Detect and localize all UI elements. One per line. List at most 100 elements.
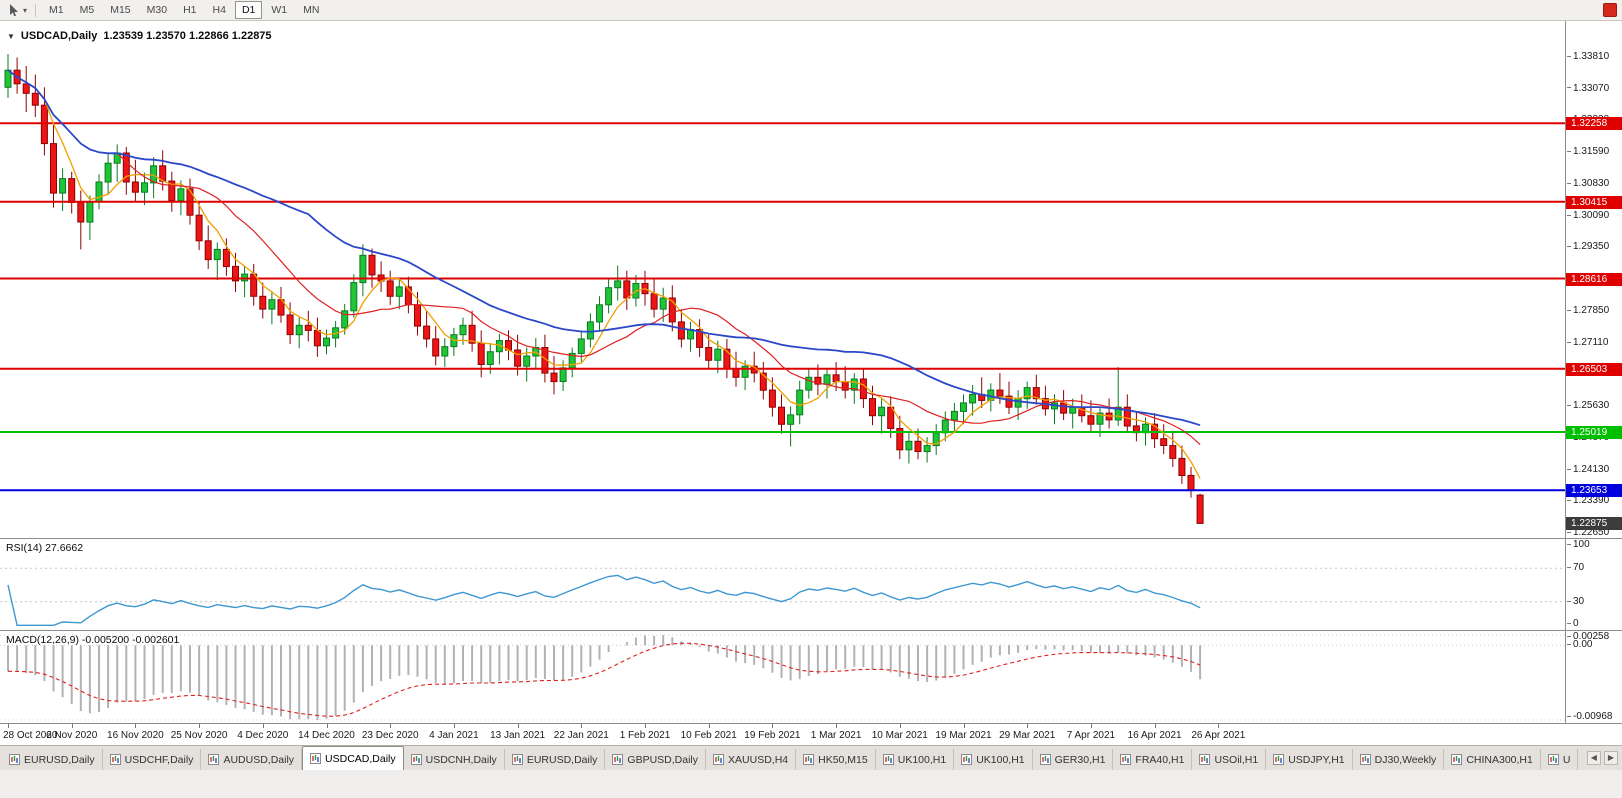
timeframe-button-w1[interactable]: W1 [271, 4, 288, 16]
date-label: 16 Nov 2020 [107, 730, 164, 741]
tab-hk50-m15[interactable]: HK50,M15 [796, 749, 876, 770]
date-label: 13 Jan 2021 [490, 730, 546, 741]
tab-fra40-h1[interactable]: FRA40,H1 [1113, 749, 1193, 770]
timeframe-button-m1[interactable]: M1 [49, 4, 64, 16]
tab-audusd-daily[interactable]: AUDUSD,Daily [201, 749, 303, 770]
macd-canvas[interactable] [0, 631, 1565, 724]
chart-tab-icon [612, 754, 624, 765]
price-axis-label: 1.31590 [1567, 146, 1609, 158]
tab-uk100-h1[interactable]: UK100,H1 [954, 749, 1033, 770]
macd-axis-label: 0.00 [1567, 639, 1592, 651]
date-label: 19 Mar 2021 [935, 730, 992, 741]
date-label: 16 Apr 2021 [1127, 730, 1182, 741]
chart-tab-icon [882, 754, 894, 765]
tab-usdcad-daily[interactable]: USDCAD,Daily [302, 746, 404, 770]
date-label: 1 Mar 2021 [810, 730, 862, 741]
tab-eurusd-daily[interactable]: EURUSD,Daily [2, 749, 103, 770]
chart-tab-icon [713, 754, 725, 765]
tab-label: GBPUSD,Daily [627, 753, 699, 766]
toolbar: ▾ M1 M5 M15 M30 H1 H4 D1 W1 MN [0, 0, 1622, 21]
date-label: 19 Feb 2021 [744, 730, 801, 741]
collapse-arrow-icon[interactable]: ▼ [7, 31, 15, 41]
tab-scroll-left-button[interactable]: ◀ [1586, 751, 1601, 765]
rsi-level-lines [0, 567, 1565, 603]
tab-label: USDJPY,H1 [1288, 753, 1345, 766]
price-axis[interactable]: 1.338101.330701.323301.315901.308301.300… [1565, 21, 1622, 538]
price-axis-label: 1.27110 [1567, 337, 1608, 349]
chart-tab-icon [511, 754, 523, 765]
date-tick [390, 724, 392, 728]
chart-tab-icon [310, 753, 322, 764]
tab-u[interactable]: U [1540, 749, 1579, 770]
tab-usdchf-daily[interactable]: USDCHF,Daily [102, 749, 202, 770]
tab-gbpusd-daily[interactable]: GBPUSD,Daily [605, 749, 707, 770]
price-axis-label: 1.30090 [1567, 210, 1609, 222]
date-label: 25 Nov 2020 [170, 730, 228, 741]
timeframe-button-h4[interactable]: H4 [212, 4, 226, 16]
macd-axis-label: -0.00968 [1567, 711, 1612, 723]
tab-xauusd-h4[interactable]: XAUUSD,H4 [706, 749, 797, 770]
tab-usdcnh-daily[interactable]: USDCNH,Daily [403, 749, 505, 770]
price-chart-canvas[interactable] [0, 21, 1565, 538]
macd-axis[interactable]: 0.00258 0.00 -0.00968 [1565, 631, 1622, 723]
ma-fast-line [7, 69, 1201, 479]
tab-scroll-right-button[interactable]: ▶ [1603, 751, 1618, 765]
chart-tab-icon [109, 754, 121, 765]
tab-label: USDCHF,Daily [124, 753, 194, 766]
timeframe-button-mn[interactable]: MN [303, 4, 320, 16]
timeframe-button-m5[interactable]: M5 [79, 4, 95, 16]
date-tick [517, 724, 519, 728]
horizontal-levels[interactable] [0, 122, 1565, 492]
price-level-flag: 1.26503 [1566, 362, 1622, 376]
chart-cursor-tool[interactable]: ▾ [4, 2, 30, 18]
date-tick [262, 724, 264, 728]
tab-ger30-h1[interactable]: GER30,H1 [1032, 749, 1114, 770]
timeframe-button-d1[interactable]: D1 [234, 1, 263, 19]
macd-panel: MACD(12,26,9) -0.005200 -0.002601 0.0025… [0, 630, 1622, 723]
date-tick [645, 724, 646, 728]
tab-china300-h1[interactable]: CHINA300,H1 [1444, 749, 1541, 770]
date-label: 4 Jan 2021 [429, 730, 479, 741]
rsi-axis[interactable]: 100 70 30 0 [1565, 539, 1622, 630]
price-level-flag: 1.32258 [1566, 117, 1622, 131]
price-axis-label: 1.24130 [1567, 464, 1609, 476]
tab-usoil-h1[interactable]: USOil,H1 [1192, 749, 1267, 770]
chart-tab-icon [882, 754, 894, 765]
rsi-canvas[interactable] [0, 539, 1565, 631]
tab-label: EURUSD,Daily [526, 753, 598, 766]
date-label: 23 Dec 2020 [361, 730, 419, 741]
date-axis[interactable]: 28 Oct 2020 6 Nov 2020 16 Nov 2020 25 Nov 2… [0, 723, 1622, 745]
chart-tab-icon [1359, 754, 1371, 765]
timeframe-button-h1[interactable]: H1 [183, 4, 197, 16]
current-price-flag: 1.22875 [1566, 517, 1622, 531]
date-tick [453, 724, 455, 728]
timeframe-button-group: M1 M5 M15 M30 H1 H4 D1 W1 MN [41, 1, 327, 19]
chart-tab-icon [1120, 754, 1132, 765]
tab-uk100-h1[interactable]: UK100,H1 [875, 749, 955, 770]
date-label: 26 Apr 2021 [1191, 730, 1246, 741]
tab-label: GER30,H1 [1054, 753, 1106, 766]
price-axis-label: 1.23390 [1567, 495, 1609, 507]
tab-eurusd-daily[interactable]: EURUSD,Daily [504, 749, 606, 770]
date-label: 29 Mar 2021 [999, 730, 1056, 741]
chart-tab-icon [803, 754, 815, 765]
tab-usdjpy-h1[interactable]: USDJPY,H1 [1266, 749, 1353, 770]
price-axis-label: 1.27850 [1567, 305, 1609, 317]
status-red-icon[interactable] [1603, 3, 1617, 17]
timeframe-button-m30[interactable]: M30 [146, 4, 168, 16]
tab-dj30-weekly[interactable]: DJ30,Weekly [1352, 749, 1445, 770]
rsi-axis-label: 70 [1567, 562, 1584, 574]
date-label: 4 Dec 2020 [237, 730, 289, 741]
date-tick [708, 724, 710, 728]
chart-tab-icon [1359, 754, 1371, 765]
price-axis-label: 1.22650 [1567, 527, 1609, 539]
rsi-line [7, 574, 1201, 627]
price-axis-label: 1.30830 [1567, 178, 1609, 190]
date-tick [963, 724, 965, 728]
macd-axis-label: 0.00258 [1567, 631, 1609, 643]
ma-slow-line [7, 69, 1201, 427]
timeframe-button-m15[interactable]: M15 [110, 4, 131, 16]
rsi-label: RSI(14) 27.6662 [6, 542, 84, 554]
date-tick [326, 724, 328, 728]
price-axis-label: 1.33810 [1567, 51, 1609, 63]
